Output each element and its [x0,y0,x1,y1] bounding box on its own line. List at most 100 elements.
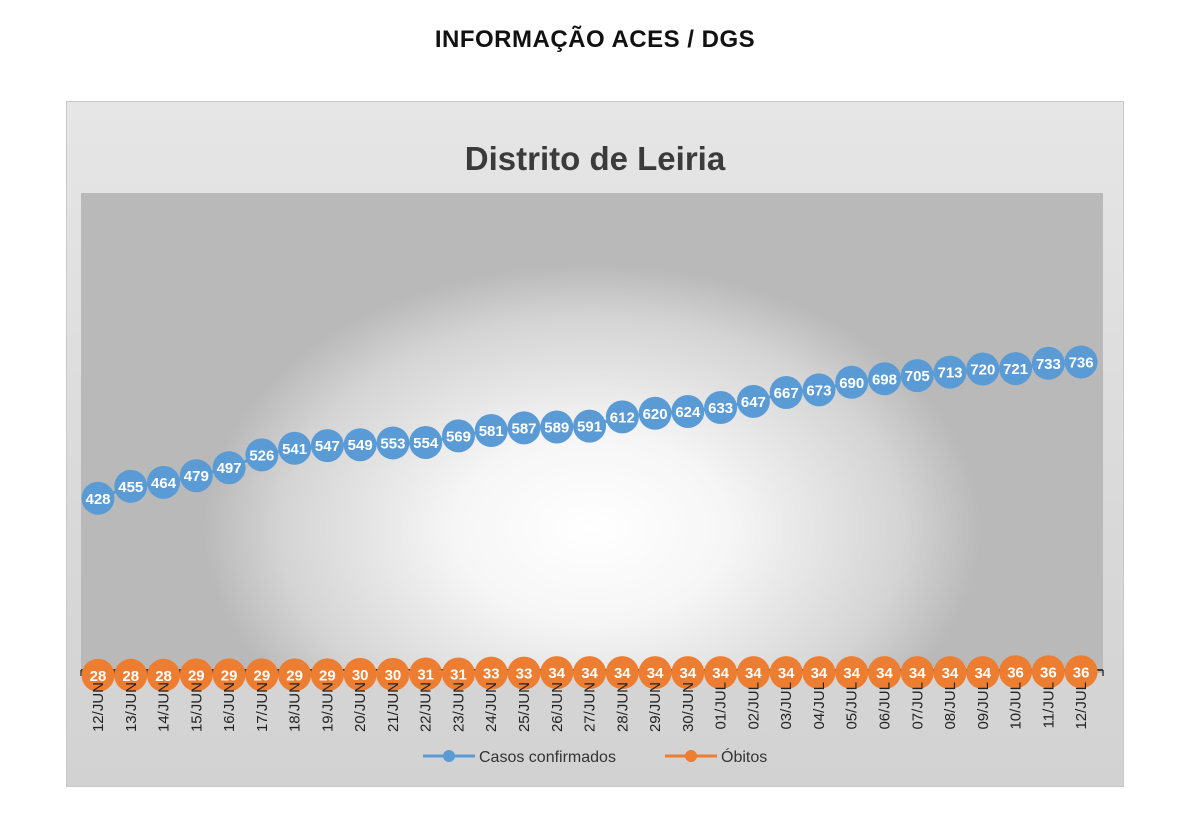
x-tick-label: 23/JUN [450,682,467,732]
data-point [441,419,475,453]
data-label: 620 [643,406,668,423]
data-point [835,656,869,690]
data-label: 30 [352,667,369,684]
data-label: 29 [319,667,336,684]
data-point [867,362,901,396]
data-point [245,438,279,472]
data-point [147,658,181,692]
data-label: 428 [85,491,110,508]
data-point [769,656,803,690]
data-label: 31 [450,666,467,683]
data-label: 698 [872,371,897,388]
data-label: 667 [774,385,799,402]
data-point [900,656,934,690]
data-label: 721 [1003,361,1028,378]
data-label: 34 [974,665,991,682]
data-point [671,656,705,690]
data-label: 547 [315,438,340,455]
data-point [671,395,705,429]
data-point [114,658,148,692]
data-point [802,373,836,407]
data-label: 633 [708,400,733,417]
data-point [605,656,639,690]
x-tick-label: 29/JUN [647,682,664,732]
x-tick-label: 22/JUN [418,682,435,732]
data-point [999,352,1033,386]
x-tick-label: 10/JUL [1008,682,1025,730]
data-point [966,656,1000,690]
data-point [245,658,279,692]
data-label: 29 [188,667,205,684]
data-point [376,426,410,460]
data-label: 455 [118,479,143,496]
data-point [81,481,115,515]
x-tick-label: 20/JUN [352,682,369,732]
data-point [966,352,1000,386]
data-point [605,400,639,434]
data-label: 587 [511,420,536,437]
legend-entry: Óbitos [721,747,767,766]
data-point [638,656,672,690]
chart-frame: Distrito de Leiria 428 455 464 479 497 526 541… [66,101,1124,787]
data-point [409,657,443,691]
data-point [933,355,967,389]
data-label: 647 [741,394,766,411]
data-point [474,414,508,448]
x-tick-label: 07/JUL [909,682,926,730]
data-point [540,656,574,690]
data-label: 30 [385,667,402,684]
x-tick-label: 21/JUN [385,682,402,732]
data-point [507,411,541,445]
data-label: 569 [446,428,471,445]
data-label: 554 [413,435,439,452]
data-point [441,657,475,691]
data-label: 34 [614,665,631,682]
data-point [900,359,934,393]
x-tick-label: 01/JUL [713,682,730,730]
x-tick-label: 25/JUN [516,682,533,732]
data-point [1031,655,1065,689]
data-label: 479 [184,468,209,485]
data-label: 541 [282,441,307,458]
chart-title: Distrito de Leiria [464,140,726,177]
data-label: 29 [221,667,238,684]
x-tick-label: 09/JUL [975,682,992,730]
data-label: 733 [1036,356,1061,373]
data-point [704,391,738,425]
data-point [310,658,344,692]
x-tick-label: 03/JUL [778,682,795,730]
data-point [114,469,148,503]
x-tick-label: 04/JUL [811,682,828,730]
x-tick-label: 19/JUN [319,682,336,732]
x-tick-label: 30/JUN [680,682,697,732]
data-label: 673 [806,382,831,399]
data-point [769,375,803,409]
data-label: 28 [122,668,139,685]
data-label: 34 [942,665,959,682]
data-point [507,656,541,690]
data-label: 33 [516,666,533,683]
x-tick-label: 11/JUL [1040,682,1057,728]
data-point [867,656,901,690]
data-label: 526 [249,447,274,464]
data-label: 34 [909,665,926,682]
x-tick-label: 05/JUL [844,682,861,730]
data-label: 34 [843,665,860,682]
data-point [933,656,967,690]
data-label: 497 [217,460,242,477]
data-point [638,396,672,430]
data-label: 34 [745,665,762,682]
x-tick-label: 06/JUL [876,682,893,730]
data-point [278,431,312,465]
data-point [310,429,344,463]
x-tick-label: 12/JUL [1073,682,1090,730]
data-point [835,365,869,399]
data-label: 29 [286,667,303,684]
data-label: 34 [647,665,664,682]
data-label: 589 [544,420,569,437]
data-label: 34 [778,665,795,682]
x-tick-label: 12/JUN [90,682,107,732]
data-point [81,658,115,692]
legend-swatch-marker [685,750,697,762]
data-point [736,656,770,690]
